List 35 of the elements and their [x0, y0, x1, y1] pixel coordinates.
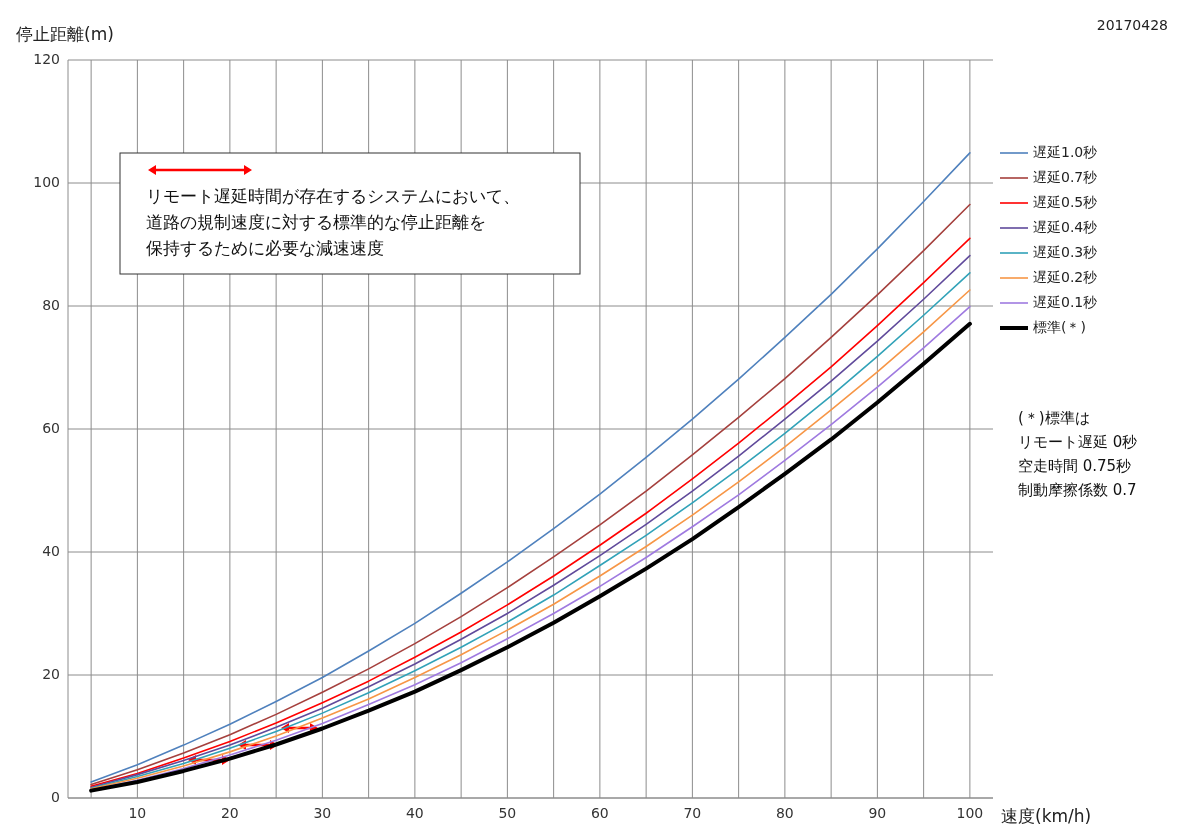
text: リモート遅延 0秒 — [1018, 433, 1138, 451]
annotation: 道路の規制速度に対する標準的な停止距離を — [146, 212, 486, 232]
y-tick-label: 0 — [51, 789, 60, 805]
legend-label: 遅延0.1秒 — [1033, 294, 1098, 310]
text: 20170428 — [1096, 17, 1168, 33]
text: (＊)標準は — [1018, 409, 1090, 427]
annotation: 保持するために必要な減速速度 — [146, 238, 384, 258]
x-axis-title: 速度(km/h) — [1001, 806, 1092, 826]
y-tick-label: 20 — [42, 666, 60, 682]
y-tick-label: 40 — [42, 543, 60, 559]
x-tick-label: 20 — [220, 805, 239, 821]
annotation: リモート遅延時間が存在するシステムにおいて、 — [146, 186, 520, 206]
legend-label: 遅延1.0秒 — [1033, 144, 1098, 160]
x-tick-label: 100 — [956, 805, 984, 821]
x-tick-label: 90 — [868, 805, 887, 821]
y-tick-label: 60 — [42, 420, 60, 436]
legend-label: 遅延0.2秒 — [1033, 269, 1098, 285]
y-axis-title: 停止距離(m) — [16, 24, 114, 44]
text: 空走時間 0.75秒 — [1018, 457, 1132, 475]
x-tick-label: 40 — [405, 805, 424, 821]
legend-label: 遅延0.4秒 — [1033, 219, 1098, 235]
x-tick-label: 60 — [590, 805, 609, 821]
x-tick-label: 80 — [775, 805, 794, 821]
x-tick-label: 30 — [313, 805, 332, 821]
x-tick-label: 70 — [683, 805, 702, 821]
x-tick-label: 10 — [128, 805, 147, 821]
x-tick-label: 50 — [498, 805, 517, 821]
legend-label: 遅延0.7秒 — [1033, 169, 1098, 185]
legend-label: 遅延0.3秒 — [1033, 244, 1098, 260]
text: 制動摩擦係数 0.7 — [1018, 481, 1137, 499]
y-tick-label: 100 — [33, 174, 60, 190]
legend-label: 遅延0.5秒 — [1033, 194, 1098, 210]
y-tick-label: 80 — [42, 297, 60, 313]
y-tick-label: 120 — [33, 51, 60, 67]
legend-label: 標準(＊) — [1033, 319, 1086, 335]
